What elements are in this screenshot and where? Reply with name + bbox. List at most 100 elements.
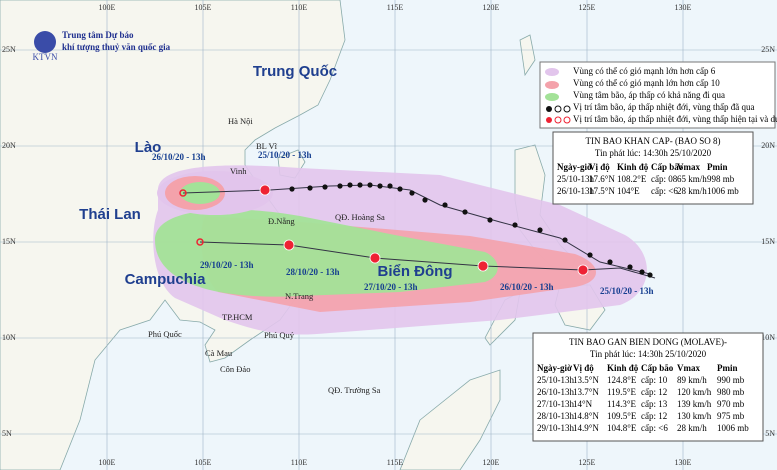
column-header: Vmax (677, 363, 700, 373)
position (477, 260, 489, 272)
lon-label: 125E (579, 458, 596, 467)
column-header: Kinh độ (607, 363, 639, 373)
legend-label: Vùng có thể có gió mạnh lớn hơn cấp 6 (573, 66, 716, 76)
table-cell: 970 mb (717, 399, 745, 409)
column-header: Ngày-giờ (557, 162, 592, 172)
column-header: Pmin (707, 162, 728, 172)
past-position (607, 259, 613, 265)
place-label: Đ.Nẵng (268, 216, 295, 226)
position (196, 238, 204, 246)
table-cell: 14°N (573, 399, 593, 409)
past-position (639, 269, 645, 275)
bulletin-issued: Tin phát lúc: 14:30h 25/10/2020 (590, 349, 707, 359)
past-position (487, 217, 493, 223)
table-cell: 139 km/h (677, 399, 712, 409)
country-label: Campuchia (125, 271, 207, 288)
lon-label: 105E (195, 458, 212, 467)
past-position (422, 197, 428, 203)
place-label: Hà Nội (228, 116, 253, 126)
position (179, 189, 187, 197)
lon-label: 110E (291, 458, 308, 467)
table-cell: cấp: <6 (641, 423, 668, 433)
lat-label: 15N (2, 237, 16, 246)
table-cell: cấp: 13 (641, 399, 668, 409)
position (259, 184, 271, 196)
logo-text: KTVN (33, 52, 58, 62)
past-position (647, 272, 653, 278)
legend-swatch (545, 81, 559, 89)
table-cell: 124.8°E (607, 375, 637, 385)
table-cell: 25/10-13h (557, 174, 594, 184)
past-position (387, 183, 393, 189)
past-position (357, 182, 363, 188)
time-label: 29/10/20 - 13h (200, 260, 254, 270)
time-label: 26/10/20 - 13h (500, 282, 554, 292)
table-cell: 26/10-13h (537, 387, 574, 397)
country-label: Lào (135, 139, 162, 156)
table-cell: 1006 mb (707, 186, 739, 196)
lat-label: 20N (761, 141, 775, 150)
position (283, 239, 295, 251)
legend-swatch (545, 68, 559, 76)
position (369, 252, 381, 264)
bulletin-title: TIN BAO KHAN CAP- (BAO SO 8) (586, 136, 721, 146)
table-cell: 25/10-13h (537, 375, 574, 385)
legend-label: Vị trí tâm bão, áp thấp nhiệt đới, vùng … (573, 102, 754, 112)
past-position (307, 185, 313, 191)
table-cell: 27/10-13h (537, 399, 574, 409)
legend-swatch (546, 105, 571, 113)
table-cell: cấp: 12 (641, 411, 667, 421)
past-position (377, 183, 383, 189)
past-position (562, 237, 568, 243)
column-header: Vmax (677, 162, 700, 172)
legend: Vùng có thể có gió mạnh lớn hơn cấp 6 Vùn… (539, 61, 777, 129)
table-cell: 28 km/h (677, 423, 707, 433)
past-position (409, 190, 415, 196)
column-header: Vị độ (589, 162, 610, 172)
logo: KTVN Trung tâm Dự báo khí tượng thuỷ văn… (33, 30, 171, 62)
lon-label: 120E (483, 458, 500, 467)
table-cell: 65 km/h (677, 174, 707, 184)
past-position (512, 222, 518, 228)
table-cell: 119.5°E (607, 387, 637, 397)
place-label: TP.HCM (222, 312, 253, 322)
lat-label: 20N (2, 141, 16, 150)
country-label: Trung Quốc (253, 63, 337, 80)
lon-label: 115E (387, 458, 404, 467)
column-header: Cấp bão (651, 162, 684, 172)
agency-name: Trung tâm Dự báo (62, 30, 134, 40)
column-header: Vị độ (573, 363, 594, 373)
place-label: Côn Đảo (220, 364, 250, 374)
table-cell: 17.6°N (589, 174, 615, 184)
table-cell: 29/10-13h (537, 423, 574, 433)
legend-swatch (546, 116, 571, 124)
past-position (289, 186, 295, 192)
forecast-positions (179, 184, 589, 276)
past-position (442, 202, 448, 208)
table-cell: 17.5°N (589, 186, 615, 196)
borneo (399, 369, 501, 470)
lat-label: 15N (761, 237, 775, 246)
past-position (337, 183, 343, 189)
lat-label: 25N (2, 45, 16, 54)
table-cell: 130 km/h (677, 411, 712, 421)
bulletin-box (532, 332, 764, 442)
lon-label: 130E (675, 3, 692, 12)
agency-name: khí tượng thuỷ văn quốc gia (62, 42, 171, 52)
place-label: BL Vĩ (256, 141, 278, 151)
column-header: Kinh độ (617, 162, 649, 172)
table-cell: 1006 mb (717, 423, 749, 433)
column-header: Cấp bão (641, 363, 674, 373)
table-cell: cấp: 10 (641, 375, 668, 385)
table-cell: 975 mb (717, 411, 745, 421)
past-position (537, 227, 543, 233)
country-label: Thái Lan (79, 206, 141, 223)
table-cell: 28 km/h (677, 186, 707, 196)
lon-label: 120E (483, 3, 500, 12)
table-cell: 108.2°E (617, 174, 647, 184)
table-cell: 109.5°E (607, 411, 637, 421)
logo-mark (34, 31, 56, 53)
column-header: Ngày-giờ (537, 363, 572, 373)
time-label: 28/10/20 - 13h (286, 267, 340, 277)
